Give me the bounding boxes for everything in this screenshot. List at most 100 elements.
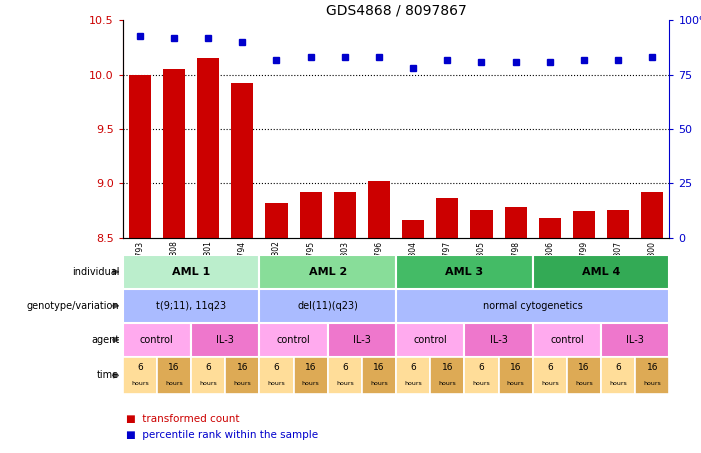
Bar: [539, 218, 561, 238]
Text: hours: hours: [404, 381, 422, 386]
Bar: [533, 323, 601, 357]
Text: AML 2: AML 2: [308, 267, 347, 277]
Bar: [641, 192, 663, 238]
Text: ■  percentile rank within the sample: ■ percentile rank within the sample: [126, 430, 318, 440]
Text: hours: hours: [199, 381, 217, 386]
Bar: [123, 323, 191, 357]
Text: del(11)(q23): del(11)(q23): [297, 301, 358, 311]
Text: 16: 16: [578, 363, 590, 372]
Bar: [533, 357, 567, 394]
Bar: [362, 357, 396, 394]
Text: 16: 16: [236, 363, 248, 372]
Text: hours: hours: [233, 381, 251, 386]
Text: hours: hours: [131, 381, 149, 386]
Bar: [573, 211, 595, 238]
Text: AML 3: AML 3: [445, 267, 484, 277]
Text: genotype/variation: genotype/variation: [27, 301, 119, 311]
Text: 16: 16: [305, 363, 316, 372]
Text: 16: 16: [373, 363, 385, 372]
Bar: [396, 289, 669, 323]
Bar: [430, 357, 465, 394]
Text: time: time: [97, 371, 119, 381]
Text: control: control: [140, 335, 174, 345]
Bar: [231, 83, 253, 238]
Text: 16: 16: [168, 363, 179, 372]
Text: hours: hours: [370, 381, 388, 386]
Bar: [294, 357, 328, 394]
Text: 16: 16: [442, 363, 453, 372]
Bar: [465, 357, 498, 394]
Bar: [607, 210, 629, 238]
Bar: [259, 357, 294, 394]
Text: 6: 6: [273, 363, 279, 372]
Text: individual: individual: [72, 267, 119, 277]
Title: GDS4868 / 8097867: GDS4868 / 8097867: [326, 4, 466, 18]
Bar: [129, 75, 151, 238]
Text: 16: 16: [510, 363, 522, 372]
Text: 6: 6: [547, 363, 552, 372]
Text: normal cytogenetics: normal cytogenetics: [483, 301, 583, 311]
Bar: [635, 357, 669, 394]
Text: hours: hours: [165, 381, 183, 386]
Text: 6: 6: [479, 363, 484, 372]
Bar: [396, 357, 430, 394]
Bar: [123, 289, 259, 323]
Text: IL-3: IL-3: [217, 335, 234, 345]
Bar: [498, 357, 533, 394]
Text: 6: 6: [205, 363, 211, 372]
Text: hours: hours: [336, 381, 354, 386]
Bar: [567, 357, 601, 394]
Text: ■  transformed count: ■ transformed count: [126, 414, 240, 424]
Text: 6: 6: [615, 363, 621, 372]
Bar: [328, 357, 362, 394]
Bar: [266, 203, 287, 238]
Bar: [601, 323, 669, 357]
Bar: [601, 357, 635, 394]
Bar: [465, 323, 533, 357]
Bar: [368, 181, 390, 238]
Text: hours: hours: [438, 381, 456, 386]
Text: IL-3: IL-3: [353, 335, 371, 345]
Text: 6: 6: [410, 363, 416, 372]
Bar: [402, 221, 424, 238]
Bar: [123, 357, 157, 394]
Bar: [191, 323, 259, 357]
Text: hours: hours: [609, 381, 627, 386]
Bar: [225, 357, 259, 394]
Text: t(9;11), 11q23: t(9;11), 11q23: [156, 301, 226, 311]
Text: hours: hours: [644, 381, 661, 386]
Text: IL-3: IL-3: [490, 335, 508, 345]
Bar: [299, 192, 322, 238]
Text: AML 1: AML 1: [172, 267, 210, 277]
Bar: [191, 357, 225, 394]
Bar: [123, 255, 259, 289]
Text: hours: hours: [268, 381, 285, 386]
Bar: [197, 58, 219, 238]
Bar: [259, 323, 328, 357]
Text: hours: hours: [575, 381, 593, 386]
Bar: [163, 69, 185, 238]
Bar: [157, 357, 191, 394]
Text: IL-3: IL-3: [627, 335, 644, 345]
Text: AML 4: AML 4: [582, 267, 620, 277]
Text: 6: 6: [342, 363, 348, 372]
Bar: [470, 210, 493, 238]
Text: 16: 16: [646, 363, 658, 372]
Bar: [328, 323, 396, 357]
Text: agent: agent: [91, 335, 119, 345]
Bar: [505, 207, 526, 238]
Text: hours: hours: [507, 381, 524, 386]
Bar: [259, 289, 396, 323]
Bar: [259, 255, 396, 289]
Text: hours: hours: [301, 381, 320, 386]
Bar: [436, 198, 458, 238]
Text: hours: hours: [541, 381, 559, 386]
Text: control: control: [550, 335, 584, 345]
Text: 6: 6: [137, 363, 142, 372]
Bar: [396, 323, 465, 357]
Text: control: control: [277, 335, 311, 345]
Text: hours: hours: [472, 381, 491, 386]
Text: control: control: [414, 335, 447, 345]
Bar: [533, 255, 669, 289]
Bar: [334, 192, 356, 238]
